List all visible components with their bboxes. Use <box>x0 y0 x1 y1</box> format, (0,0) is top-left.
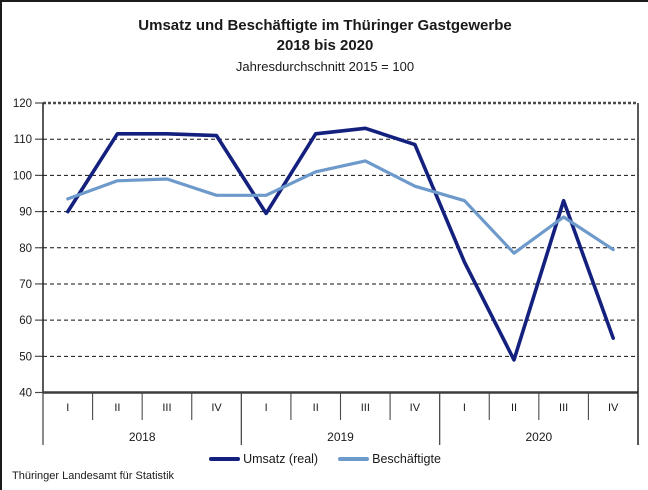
quarter-label-2018-IV: IV <box>211 402 222 414</box>
quarter-label-2020-IV: IV <box>608 402 619 414</box>
quarter-label-2019-I: I <box>265 402 268 414</box>
chart-title-years: 2018 bis 2020 <box>276 37 374 54</box>
chart-title: Umsatz und Beschäftigte im Thüringer Gas… <box>138 17 512 34</box>
quarter-label-2019-IV: IV <box>410 402 421 414</box>
quarter-label-2018-II: II <box>114 402 120 414</box>
quarter-label-2020-III: III <box>559 402 568 414</box>
chart-legend: Umsatz (real) Beschäftigte <box>2 449 648 469</box>
chart-subtitle: Jahresdurchschnitt 2015 = 100 <box>235 59 415 74</box>
source-credit: Thüringer Landesamt für Statistik <box>12 470 175 482</box>
quarter-label-2018-I: I <box>66 402 69 414</box>
y-axis-label-120: 120 <box>13 98 32 110</box>
y-axis-label-110: 110 <box>14 134 32 146</box>
year-label-2020: 2020 <box>525 430 552 444</box>
y-axis-label-40: 40 <box>19 388 32 400</box>
quarter-label-2019-II: II <box>313 402 319 414</box>
year-label-2018: 2018 <box>129 430 156 444</box>
legend-line-umsatz-icon <box>209 457 241 461</box>
legend-label-beschaeftigte: Beschäftigte <box>372 452 441 466</box>
legend-item-umsatz: Umsatz (real) <box>209 452 318 466</box>
legend-item-beschaeftigte: Beschäftigte <box>338 452 441 466</box>
quarter-label-2019-III: III <box>361 402 370 414</box>
year-label-2019: 2019 <box>327 430 354 444</box>
y-axis-label-70: 70 <box>19 279 32 291</box>
legend-line-beschaeftigte-icon <box>338 457 370 461</box>
quarter-label-2020-I: I <box>463 402 466 414</box>
legend-label-umsatz: Umsatz (real) <box>243 452 319 466</box>
y-axis-label-100: 100 <box>13 170 32 182</box>
y-axis-label-90: 90 <box>19 207 32 219</box>
series-line-umsatz <box>66 126 616 362</box>
y-axis-label-80: 80 <box>19 243 32 255</box>
series-line-beschaeftigte <box>66 159 615 255</box>
quarter-label-2020-II: II <box>511 402 517 414</box>
chart-header: Umsatz und Beschäftigte im Thüringer Gas… <box>2 16 648 77</box>
y-axis-label-50: 50 <box>19 351 32 363</box>
quarter-label-2018-III: III <box>162 402 171 414</box>
y-axis-label-60: 60 <box>19 315 32 327</box>
